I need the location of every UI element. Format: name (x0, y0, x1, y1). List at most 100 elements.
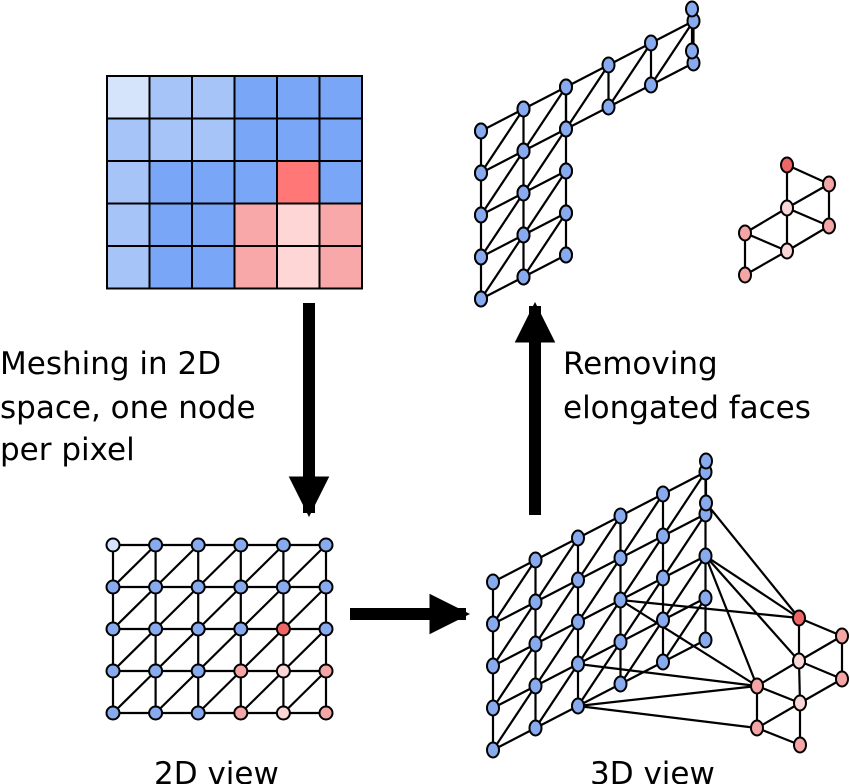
mesh-node (516, 100, 531, 118)
mesh-node (780, 242, 794, 260)
view-2d-label: 2D view (154, 756, 279, 784)
mesh-edge (662, 555, 707, 621)
mesh-edge (492, 559, 537, 625)
mesh-edge (522, 128, 567, 152)
mesh-node (190, 621, 206, 637)
mesh-edge (756, 726, 801, 747)
mesh-edge (492, 601, 537, 667)
mesh-edge (534, 579, 579, 645)
mesh-node (559, 78, 573, 96)
mesh-edge (756, 684, 801, 705)
mesh-node (474, 248, 488, 266)
mesh-edge (197, 670, 242, 714)
mesh-edge (534, 663, 579, 687)
mesh-node (601, 98, 616, 116)
mesh-edge (565, 64, 610, 130)
mesh-node (613, 675, 628, 693)
meshing-label-line-1: Meshing in 2D (0, 346, 221, 382)
pixel-cell (318, 75, 363, 120)
mesh-edge (577, 557, 622, 623)
mesh-node (275, 663, 291, 679)
mesh-node (613, 549, 628, 567)
mesh-node (516, 226, 531, 244)
mesh-node (699, 452, 713, 470)
mesh-edge (154, 628, 199, 672)
mesh-node (148, 579, 164, 595)
mesh-edge (619, 661, 664, 685)
pixel-cell (233, 245, 278, 290)
mesh-edge (662, 471, 707, 495)
mesh-node (738, 224, 752, 242)
mesh-edge (577, 557, 622, 581)
mesh-node (613, 633, 628, 651)
mesh-edge (534, 621, 579, 687)
pixel-cell (318, 117, 363, 162)
mesh-edge (662, 597, 707, 621)
mesh-edge (492, 685, 537, 751)
mesh-node (822, 217, 836, 235)
mesh-node (699, 494, 713, 512)
mesh-node (233, 537, 249, 553)
mesh-node (571, 613, 585, 631)
removing-label-line-1: Removing (563, 346, 718, 382)
mesh-node (474, 290, 488, 308)
pixel-cell (106, 75, 151, 120)
mesh-edge (619, 599, 758, 687)
mesh-edge (565, 106, 610, 130)
mesh-edge (577, 684, 758, 708)
pixel-cell (191, 160, 236, 205)
mesh-2d-view (105, 537, 334, 721)
mesh-edge (744, 231, 788, 253)
mesh-node (318, 579, 334, 595)
mesh-node (105, 621, 121, 637)
mesh-node (698, 547, 713, 565)
mesh-edge (240, 628, 285, 672)
mesh-node (559, 204, 573, 222)
mesh-edge (534, 537, 579, 603)
pixel-cell (233, 202, 278, 247)
mesh-edge (577, 599, 622, 665)
mesh-node (656, 653, 670, 671)
pixel-cell (233, 160, 278, 205)
mesh-node (835, 670, 849, 688)
mesh-edge (577, 662, 758, 688)
meshing-label-line-2: space, one node (0, 390, 256, 426)
mesh-node (105, 579, 121, 595)
mesh-node (750, 719, 764, 737)
mesh-edge (619, 535, 664, 559)
mesh-edge (240, 586, 285, 630)
mesh-edge (492, 559, 537, 583)
mesh-edge (522, 170, 567, 194)
cleaned-mesh-blue-region (474, 0, 701, 308)
pixel-cell (191, 202, 236, 247)
mesh-edge (799, 678, 843, 704)
mesh-edge (786, 225, 830, 252)
mesh-edge (619, 535, 664, 601)
pixel-cell (106, 245, 151, 290)
pixel-cell (276, 245, 321, 290)
mesh-node (698, 589, 713, 607)
mesh-node (571, 571, 585, 589)
meshing-label-line-3: per pixel (0, 432, 135, 468)
mesh-edge (480, 192, 525, 216)
pixel-cell (148, 75, 193, 120)
mesh-edge (577, 515, 622, 539)
mesh-edge (480, 234, 525, 258)
mesh-node (656, 485, 670, 503)
mesh-node (528, 677, 543, 695)
mesh-edge (154, 670, 199, 714)
mesh-edge (798, 616, 843, 638)
mesh-node (486, 741, 500, 759)
mesh-edge (786, 206, 830, 228)
mesh-edge (756, 702, 801, 729)
mesh-edge (534, 663, 579, 729)
mesh-edge (480, 234, 525, 300)
mesh-node (474, 122, 488, 140)
pixel-cell (276, 75, 321, 120)
mesh-edge (704, 555, 800, 662)
mesh-edge (650, 62, 695, 86)
pixel-cell (148, 117, 193, 162)
mesh-edge (577, 704, 758, 730)
mesh-node (698, 631, 713, 649)
